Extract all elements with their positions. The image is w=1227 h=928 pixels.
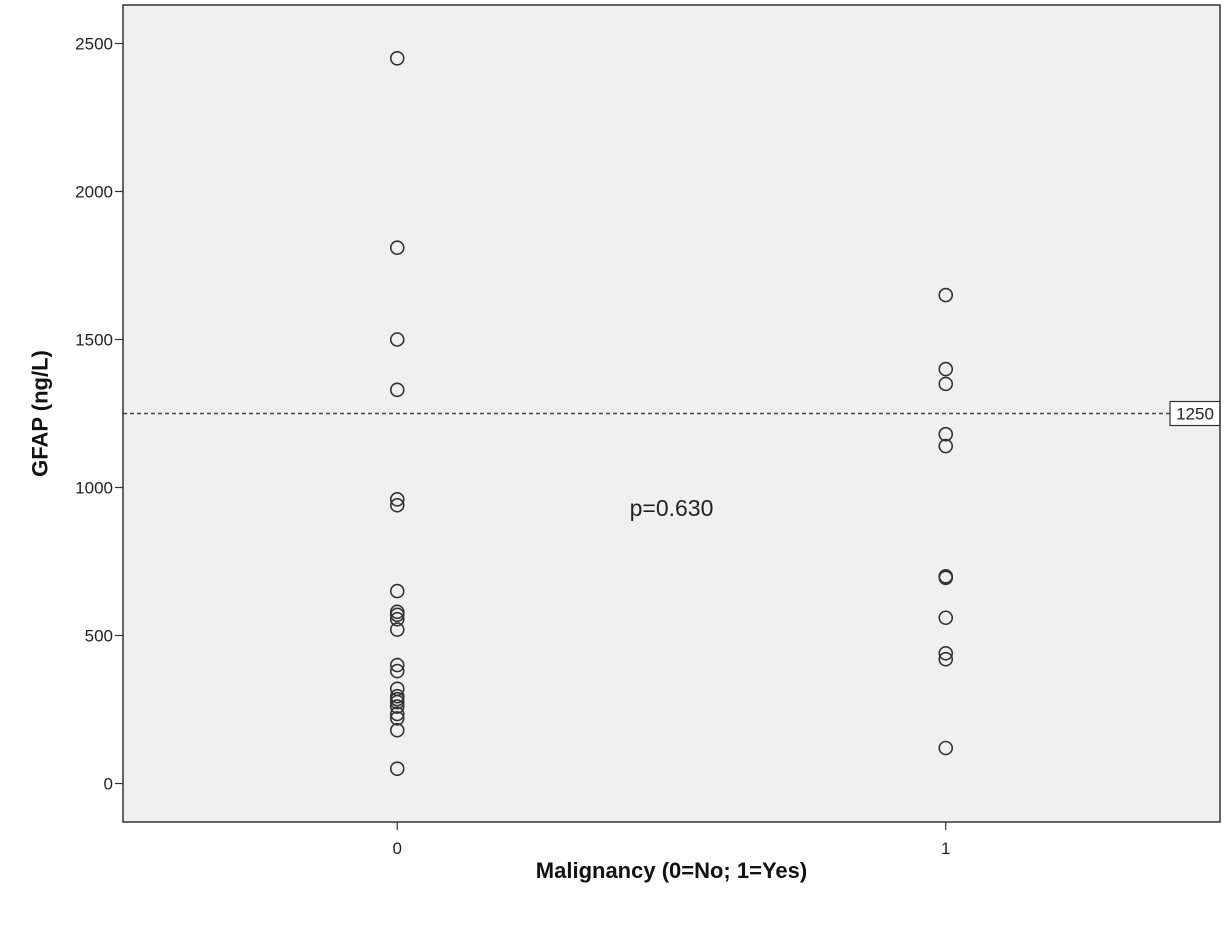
- plot-frame: [122, 4, 1221, 823]
- data-point: [389, 497, 405, 513]
- data-point: [938, 287, 954, 303]
- data-point: [389, 607, 405, 623]
- data-points: [389, 50, 954, 777]
- data-point: [389, 657, 405, 673]
- y-axis-title: GFAP (ng/L): [28, 350, 53, 477]
- data-point: [389, 611, 405, 627]
- p-value-annotation: p=0.630: [630, 495, 714, 521]
- data-point: [938, 610, 954, 626]
- data-point: [389, 492, 405, 507]
- data-point: [389, 382, 405, 398]
- data-point: [938, 426, 954, 442]
- y-tick-label: 1000: [75, 479, 113, 498]
- reference-line-label: 1250: [1176, 405, 1214, 424]
- data-point: [938, 651, 954, 667]
- y-tick-label: 2000: [75, 182, 113, 201]
- data-point: [389, 622, 405, 637]
- y-axis: 0 500 1000 1500 2000 2500: [75, 34, 123, 794]
- data-point: [389, 583, 405, 599]
- y-tick-label: 500: [85, 627, 113, 646]
- data-point: [389, 761, 405, 777]
- data-point: [389, 722, 405, 738]
- y-tick-label: 2500: [75, 34, 113, 53]
- data-point: [938, 740, 954, 756]
- data-point: [389, 50, 405, 66]
- data-point: [389, 240, 405, 256]
- y-tick-label: 1500: [75, 330, 113, 349]
- reference-label-box: [1169, 400, 1221, 427]
- data-point: [938, 361, 954, 377]
- x-axis-title: Malignancy (0=No; 1=Yes): [536, 858, 807, 883]
- data-point: [389, 706, 405, 722]
- data-point: [389, 663, 405, 679]
- y-tick-label: 0: [104, 775, 113, 794]
- data-point: [389, 711, 405, 726]
- data-point: [938, 570, 954, 586]
- x-tick-label: 0: [393, 839, 402, 858]
- reference-line-group: 1250: [123, 400, 1221, 427]
- x-tick-label: 1: [941, 839, 950, 858]
- data-point: [389, 699, 405, 714]
- data-point: [938, 438, 954, 454]
- annotations: p=0.630: [630, 495, 714, 521]
- data-point: [389, 694, 405, 710]
- data-point: [938, 376, 954, 392]
- data-point: [938, 645, 954, 661]
- data-point: [389, 332, 405, 347]
